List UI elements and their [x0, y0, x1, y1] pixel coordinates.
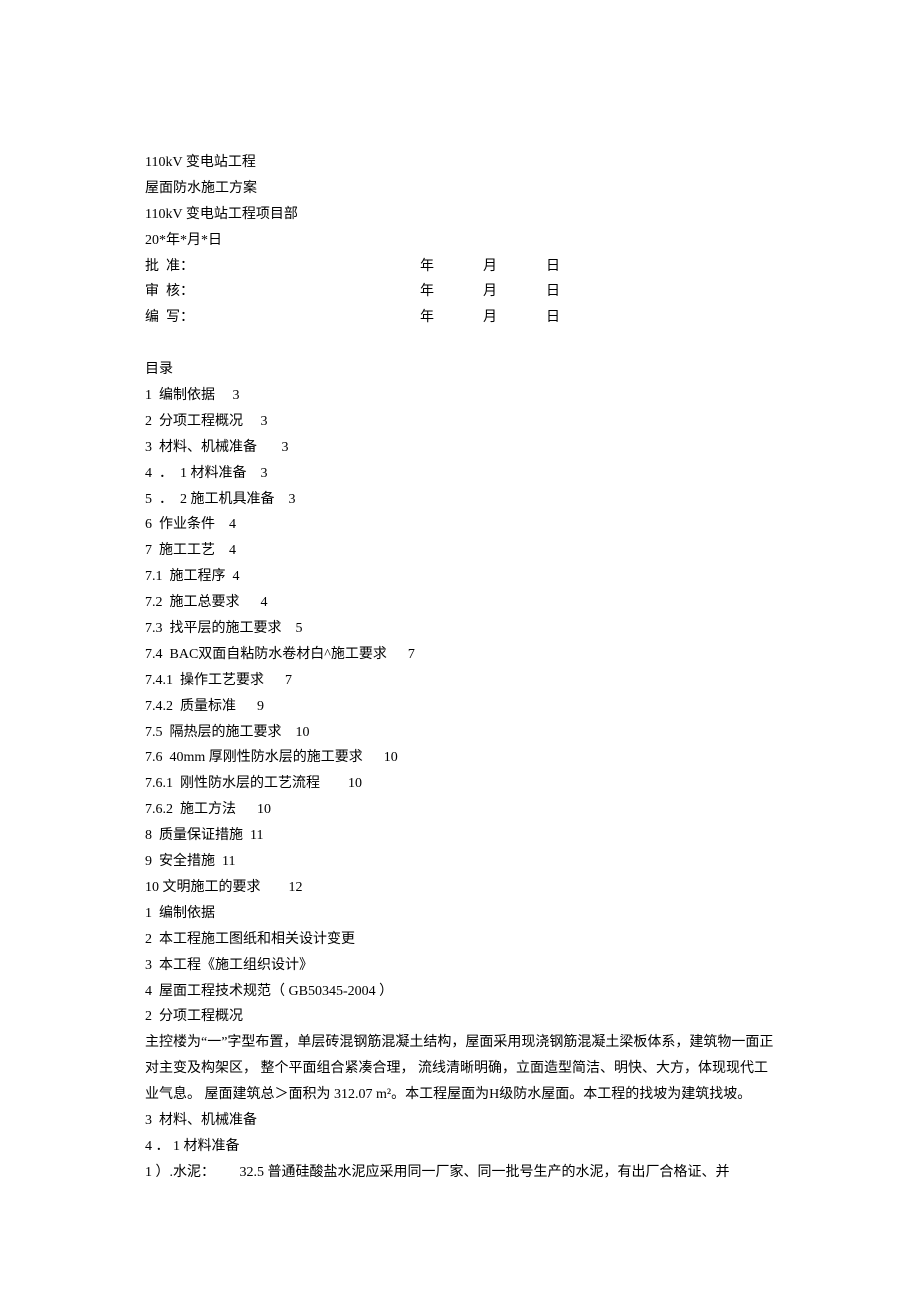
approval-date-1: 年月日	[420, 279, 609, 305]
body-line: 4 ． 1 材料准备	[145, 1134, 775, 1160]
toc-item: 4 ． 1 材料准备 3	[145, 461, 775, 487]
doc-title-2: 屋面防水施工方案	[145, 176, 775, 202]
toc-item: 1 编制依据 3	[145, 383, 775, 409]
doc-date: 20*年*月*日	[145, 228, 775, 254]
toc-item: 7.6.2 施工方法 10	[145, 797, 775, 823]
toc-item: 7.6.1 刚性防水层的工艺流程 10	[145, 771, 775, 797]
paragraph-overview: 主控楼为“一”字型布置，单层砖混钢筋混凝土结构，屋面采用现浇钢筋混凝土梁板体系，…	[145, 1030, 775, 1108]
body-line: 4 屋面工程技术规范（ GB50345-2004 ）	[145, 979, 775, 1005]
gap	[145, 331, 775, 357]
body-line: 2 分项工程概况	[145, 1004, 775, 1030]
approval-date-0: 年月日	[420, 254, 609, 280]
toc-title: 目录	[145, 357, 775, 383]
body-line: 2 本工程施工图纸和相关设计变更	[145, 927, 775, 953]
toc-item: 8 质量保证措施 11	[145, 823, 775, 849]
body-line: 3 本工程《施工组织设计》	[145, 953, 775, 979]
approval-row-0: 批准： 年月日	[145, 254, 775, 280]
body-line: 3 材料、机械准备	[145, 1108, 775, 1134]
toc-item: 3 材料、机械准备 3	[145, 435, 775, 461]
approval-row-1: 审核： 年月日	[145, 279, 775, 305]
toc-item: 9 安全措施 11	[145, 849, 775, 875]
toc-item: 7.3 找平层的施工要求 5	[145, 616, 775, 642]
toc-item: 7.4.1 操作工艺要求 7	[145, 668, 775, 694]
approval-label-1: 审核：	[145, 279, 420, 305]
toc-item: 7.4.2 质量标准 9	[145, 694, 775, 720]
toc-item: 7.4 BAC双面自粘防水卷材白^施工要求 7	[145, 642, 775, 668]
toc-item: 7.1 施工程序 4	[145, 564, 775, 590]
toc-item: 7.2 施工总要求 4	[145, 590, 775, 616]
doc-title-1: 110kV 变电站工程	[145, 150, 775, 176]
approval-date-2: 年月日	[420, 305, 609, 331]
toc-item: 7 施工工艺 4	[145, 538, 775, 564]
doc-title-3: 110kV 变电站工程项目部	[145, 202, 775, 228]
approval-label-0: 批准：	[145, 254, 420, 280]
approval-label-2: 编写：	[145, 305, 420, 331]
toc-item: 7.6 40mm 厚刚性防水层的施工要求 10	[145, 745, 775, 771]
body-line: 1 ）.水泥： 32.5 普通硅酸盐水泥应采用同一厂家、同一批号生产的水泥，有出…	[145, 1160, 775, 1186]
toc-item: 6 作业条件 4	[145, 512, 775, 538]
toc-item: 7.5 隔热层的施工要求 10	[145, 720, 775, 746]
toc-item: 5 ． 2 施工机具准备 3	[145, 487, 775, 513]
body-line: 1 编制依据	[145, 901, 775, 927]
approval-row-2: 编写： 年月日	[145, 305, 775, 331]
toc-item: 10 文明施工的要求 12	[145, 875, 775, 901]
toc-item: 2 分项工程概况 3	[145, 409, 775, 435]
